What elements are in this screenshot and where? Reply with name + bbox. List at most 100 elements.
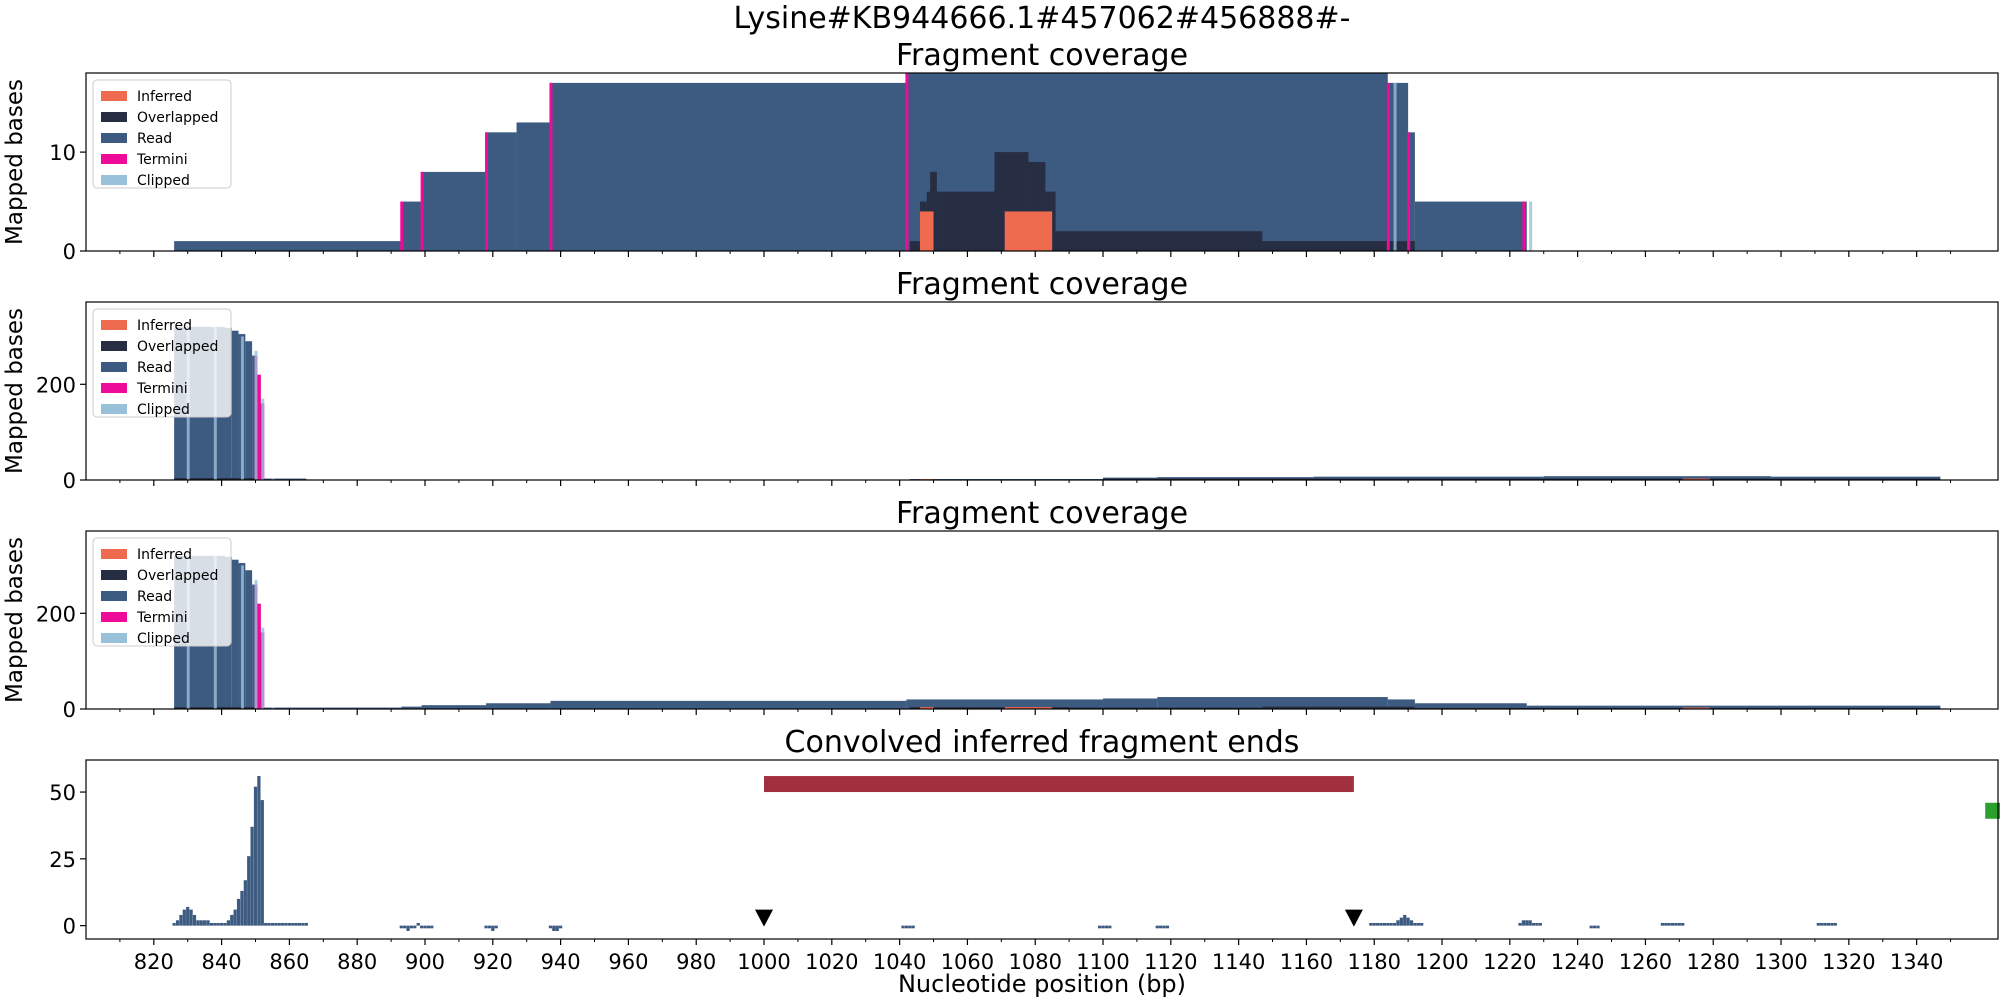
bar	[175, 920, 180, 926]
position-marker-triangle	[755, 909, 774, 927]
termini-mark	[485, 132, 489, 251]
coverage-step-read	[1408, 132, 1415, 251]
coverage-step-read	[245, 341, 253, 480]
coverage-step-read	[1770, 476, 1941, 480]
bar	[287, 922, 292, 926]
y-axis-label: Mapped bases	[2, 79, 28, 245]
panel-title: Fragment coverage	[896, 38, 1188, 73]
coverage-step-inferred	[919, 707, 934, 709]
coverage-step-read	[486, 703, 551, 709]
bar	[253, 786, 258, 926]
legend-swatch-overlapped	[101, 341, 127, 351]
coverage-step-read	[1157, 697, 1388, 709]
chart-panel-2: Fragment coverage 0 200 Mapped bases Inferre…	[2, 267, 1999, 493]
legend: Inferred Overlapped Read Termini Clipped	[92, 79, 232, 189]
bar	[1535, 922, 1539, 926]
coverage-step-overlapped	[909, 241, 920, 251]
bar	[1386, 922, 1390, 926]
coverage-step-overlapped	[909, 707, 1070, 709]
bar	[219, 922, 224, 926]
bar	[226, 920, 230, 926]
coverage-step-overlapped	[1069, 707, 1263, 709]
bar	[1823, 922, 1827, 926]
clipped-mark	[271, 478, 275, 480]
chart-panel-4: Convolved inferred fragment ends 0 25 50 820…	[49, 725, 2000, 974]
bar	[291, 922, 295, 926]
bar	[1833, 922, 1837, 926]
x-tick-label: 880	[337, 950, 377, 974]
bar	[250, 826, 254, 926]
bar	[1518, 922, 1522, 926]
bar	[1392, 922, 1397, 926]
x-tick-label: 1340	[1890, 950, 1943, 974]
series-inferred	[919, 211, 1053, 251]
clipped-mark	[254, 350, 258, 480]
legend: Inferred Overlapped Read Termini Clipped	[92, 308, 232, 418]
coverage-step-read	[1543, 476, 1771, 480]
axes-frame	[85, 301, 1999, 481]
bar	[1372, 922, 1376, 926]
x-tick-label: 960	[608, 950, 648, 974]
legend-swatch-inferred	[101, 320, 127, 330]
bar	[558, 925, 563, 929]
coverage-step-overlapped	[936, 191, 995, 251]
x-tick-label: 860	[269, 950, 309, 974]
legend-swatch-read	[101, 591, 127, 601]
legend-swatch-clipped	[101, 175, 127, 185]
bar	[1677, 922, 1681, 926]
chart-panel-3: Fragment coverage 0 200 Mapped bases Inferre…	[2, 496, 1999, 722]
x-tick-label: 1020	[805, 950, 858, 974]
clipped-mark	[1529, 201, 1533, 251]
legend-label-overlapped: Overlapped	[137, 568, 218, 584]
end-marker	[1985, 802, 2000, 819]
legend-label-inferred: Inferred	[137, 547, 192, 563]
y-tick-label: 25	[49, 848, 76, 872]
coverage-step-read	[231, 559, 239, 709]
y-tick-label: 10	[49, 141, 76, 165]
bar	[1159, 925, 1163, 929]
x-tick-label: 900	[405, 950, 445, 974]
coverage-step-read	[1313, 476, 1544, 480]
coverage-step-read	[1387, 699, 1415, 709]
clipped-mark	[261, 627, 265, 709]
termini-mark	[400, 201, 404, 251]
coverage-step-read	[516, 122, 551, 251]
y-tick-label: 0	[63, 698, 76, 722]
coverage-step-read	[1414, 703, 1527, 709]
bar	[281, 922, 285, 926]
bar	[1664, 922, 1668, 926]
bar	[192, 914, 197, 926]
y-tick-label: 0	[63, 915, 76, 939]
x-tick-label: 1300	[1754, 950, 1807, 974]
coverage-step-read	[262, 707, 402, 709]
bar	[277, 922, 281, 926]
coverage-step-read	[550, 82, 907, 251]
bar	[236, 898, 241, 926]
bar	[1674, 922, 1678, 926]
bar	[403, 925, 407, 929]
x-tick-label: 1060	[941, 950, 994, 974]
axes-frame	[85, 72, 1999, 252]
bar	[399, 925, 403, 929]
bar	[1409, 920, 1414, 926]
bar	[1379, 922, 1383, 926]
legend-label-read: Read	[137, 589, 172, 605]
legend-label-clipped: Clipped	[137, 173, 190, 189]
coverage-step-inferred	[919, 211, 934, 251]
termini-mark	[257, 374, 261, 480]
legend-label-overlapped: Overlapped	[137, 339, 218, 355]
legend-box	[92, 308, 232, 418]
bar	[1101, 925, 1105, 929]
coverage-step-read	[486, 132, 517, 251]
bar	[1531, 922, 1536, 926]
clipped-mark	[1393, 82, 1397, 251]
bar	[1396, 920, 1400, 926]
legend-swatch-termini	[101, 383, 127, 393]
x-tick-label: 1220	[1483, 950, 1536, 974]
panel-title: Convolved inferred fragment ends	[785, 725, 1300, 760]
figure-title: Lysine#KB944666.1#457062#456888#-	[734, 1, 1351, 36]
bar	[223, 922, 227, 926]
y-tick-label: 0	[63, 240, 76, 264]
legend-label-termini: Termini	[136, 610, 188, 626]
legend-swatch-overlapped	[101, 112, 127, 122]
